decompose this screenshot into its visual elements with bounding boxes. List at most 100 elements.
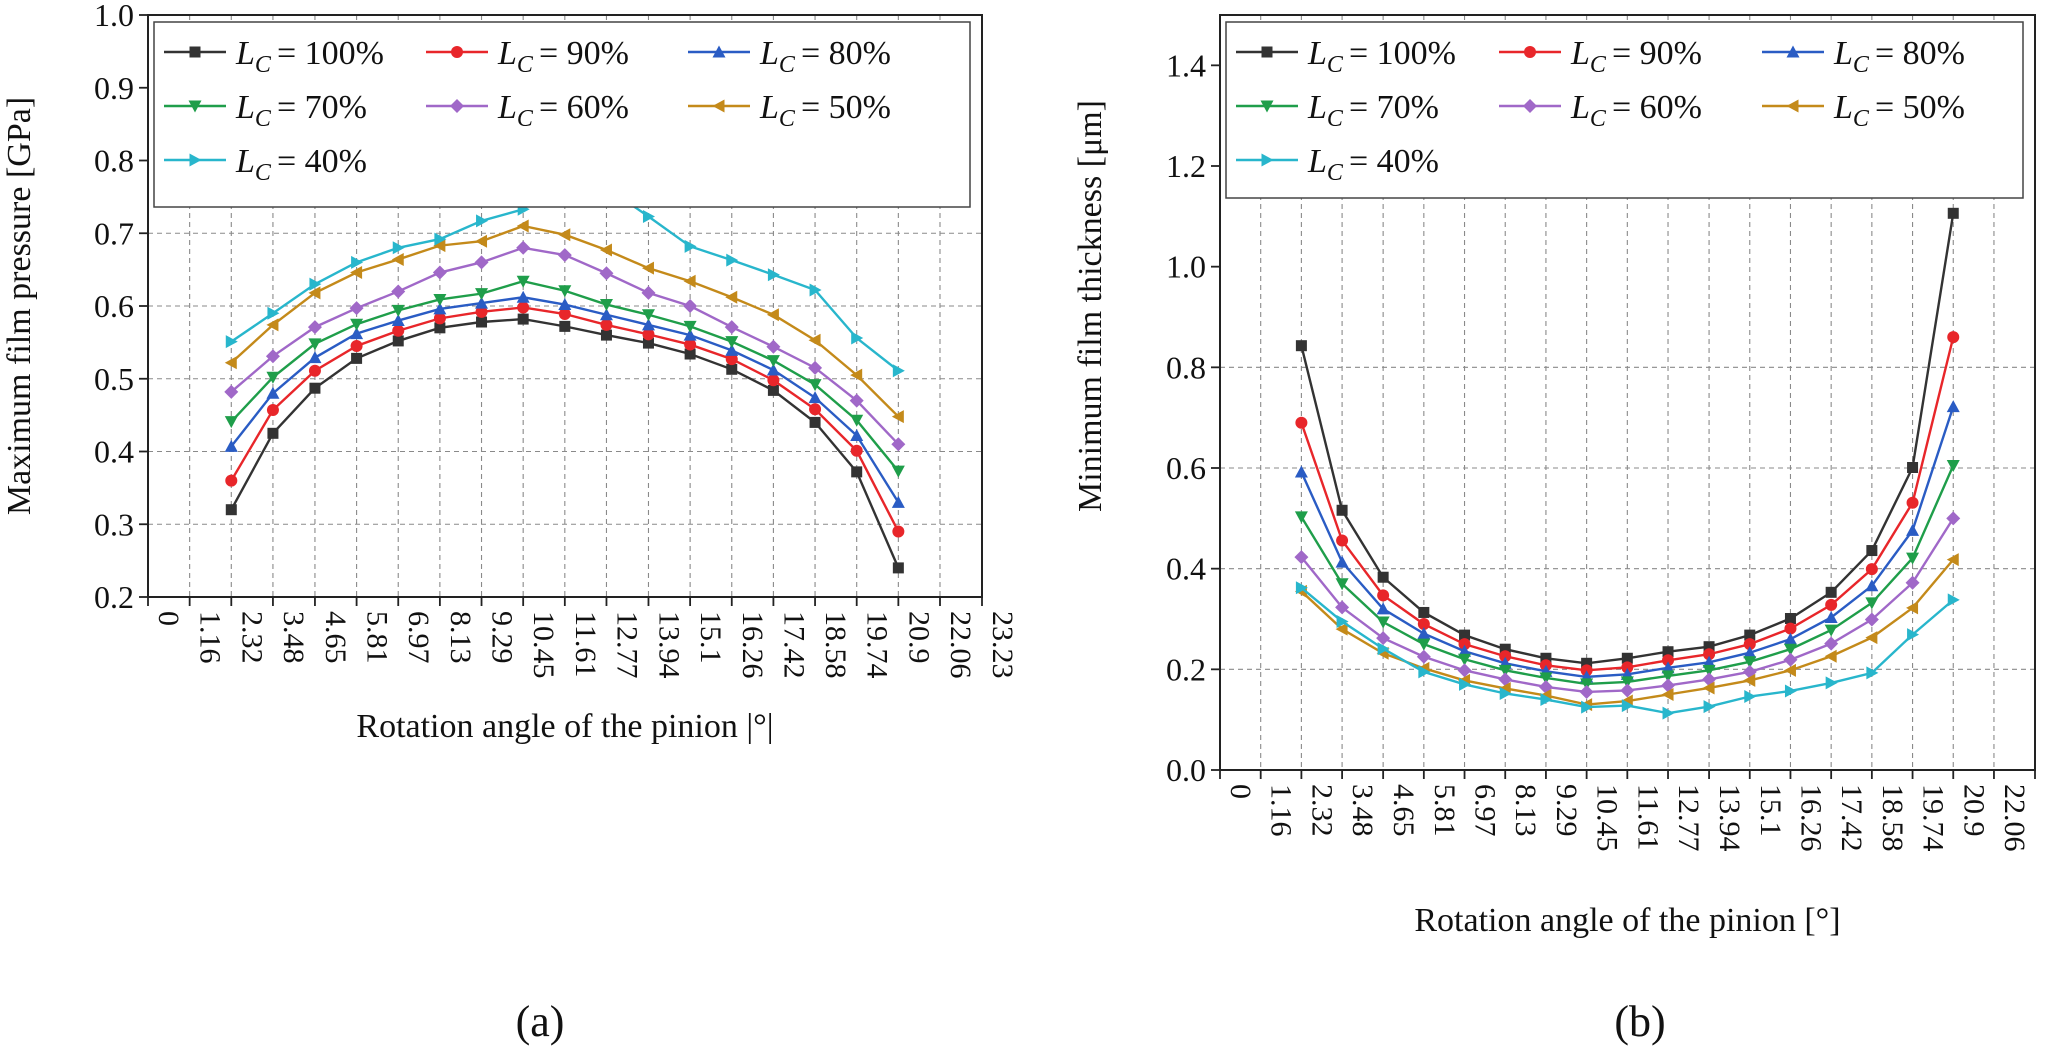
y-tick-label: 0.2	[94, 579, 134, 615]
data-point-70	[725, 336, 739, 349]
series-40	[1295, 581, 1960, 720]
data-point-70	[433, 293, 447, 306]
data-point-40	[767, 268, 780, 282]
data-point-50	[1865, 631, 1878, 645]
legend-subscript: C	[1853, 52, 1870, 78]
data-point-70	[1946, 459, 1960, 472]
data-point-70	[1783, 643, 1797, 656]
x-tick-label: 18.58	[1876, 784, 1909, 852]
legend-symbol: L	[497, 35, 517, 72]
data-point-60	[265, 349, 280, 364]
data-point-100	[1947, 207, 1959, 219]
legend-marker	[1523, 99, 1537, 113]
y-tick-label: 1.2	[1166, 148, 1206, 184]
data-point-100	[726, 363, 738, 375]
data-point-50	[1661, 688, 1674, 701]
x-tick-label: 3.48	[277, 611, 310, 664]
data-point-60	[1661, 678, 1676, 693]
legend-symbol: L	[235, 35, 255, 72]
data-point-70	[808, 379, 822, 392]
data-point-40	[434, 232, 447, 246]
legend-symbol: L	[497, 89, 517, 126]
data-point-70	[1580, 678, 1594, 691]
x-tick-label: 9.29	[486, 611, 519, 664]
data-point-40	[1825, 676, 1838, 690]
data-point-80	[558, 298, 572, 311]
data-point-60	[1457, 663, 1472, 678]
legend-item-70: LC = 70%	[164, 89, 367, 132]
x-tick-label: 11.61	[1631, 784, 1664, 850]
x-tick-label: 13.94	[652, 611, 685, 679]
data-point-70	[599, 299, 613, 312]
y-tick-label: 0.7	[94, 215, 134, 251]
legend-subscript: C	[1327, 160, 1344, 186]
data-point-40	[1784, 684, 1797, 698]
data-point-80	[599, 308, 613, 321]
data-point-50	[1702, 681, 1715, 695]
data-point-70	[308, 338, 322, 351]
data-point-60	[683, 299, 698, 313]
data-point-60	[391, 284, 406, 299]
legend-item-60: LC = 60%	[426, 89, 629, 132]
data-point-100	[767, 384, 779, 396]
data-point-70	[1661, 670, 1675, 683]
legend-item-80: LC = 80%	[688, 35, 891, 78]
x-tick-label: 8.13	[444, 611, 477, 664]
data-point-100	[1744, 629, 1756, 641]
data-point-100	[1418, 606, 1430, 618]
x-tick-label: 22.06	[1998, 784, 2031, 851]
legend-item-40: LC = 40%	[1236, 143, 1439, 186]
data-point-60	[224, 384, 239, 399]
data-point-40	[1581, 700, 1594, 714]
panel-label-b: (b)	[1614, 997, 1665, 1046]
data-point-60	[1783, 652, 1798, 667]
legend-subscript: C	[1327, 106, 1344, 132]
data-point-100	[809, 416, 821, 428]
series-80	[224, 290, 905, 508]
legend-item-50: LC = 50%	[1762, 89, 1965, 132]
data-point-100	[600, 329, 612, 341]
legend-value: = 90%	[539, 35, 629, 72]
data-point-40	[1744, 690, 1757, 704]
data-point-100	[642, 337, 654, 349]
legend-symbol: L	[759, 89, 779, 126]
legend-item-70: LC = 70%	[1236, 89, 1439, 132]
data-point-90	[1906, 496, 1919, 509]
data-point-70	[516, 275, 530, 288]
legend-value: = 60%	[539, 89, 629, 126]
data-point-50	[766, 308, 779, 322]
data-point-100	[1377, 571, 1389, 583]
data-point-90	[225, 474, 238, 487]
data-point-60	[641, 285, 656, 300]
data-point-100	[225, 504, 237, 516]
data-point-60	[1905, 575, 1920, 590]
x-tick-label: 23.23	[2039, 784, 2045, 852]
data-point-90	[1743, 638, 1756, 651]
data-point-80	[266, 386, 280, 399]
data-point-80	[1946, 400, 1960, 413]
data-point-60	[1864, 612, 1879, 627]
legend-box	[153, 21, 971, 208]
data-point-100	[1499, 643, 1511, 655]
data-point-70	[1498, 664, 1512, 677]
y-tick-label: 0.0	[1166, 752, 1206, 788]
y-tick-label: 0.4	[94, 434, 134, 470]
data-point-90	[308, 364, 321, 377]
legend-marker	[1786, 45, 1800, 58]
data-point-80	[1906, 523, 1920, 536]
x-tick-label: 10.45	[527, 611, 560, 679]
data-point-70	[1743, 656, 1757, 669]
legend-label: LC = 50%	[759, 89, 891, 132]
legend: LC = 100% LC = 90% LC = 80%LC = 70% LC = 60% LC = …	[1225, 21, 2024, 199]
data-point-90	[1784, 622, 1797, 635]
y-tick-label: 0.8	[1166, 349, 1206, 385]
data-point-50	[558, 228, 571, 242]
data-point-70	[1335, 578, 1349, 591]
legend-value: = 80%	[1875, 35, 1965, 72]
data-point-100	[392, 335, 404, 347]
x-tick-label: 17.42	[1835, 784, 1868, 852]
data-point-50	[308, 286, 321, 300]
data-point-100	[559, 320, 571, 332]
data-point-60	[1416, 649, 1431, 664]
legend-subscript: C	[255, 52, 272, 78]
